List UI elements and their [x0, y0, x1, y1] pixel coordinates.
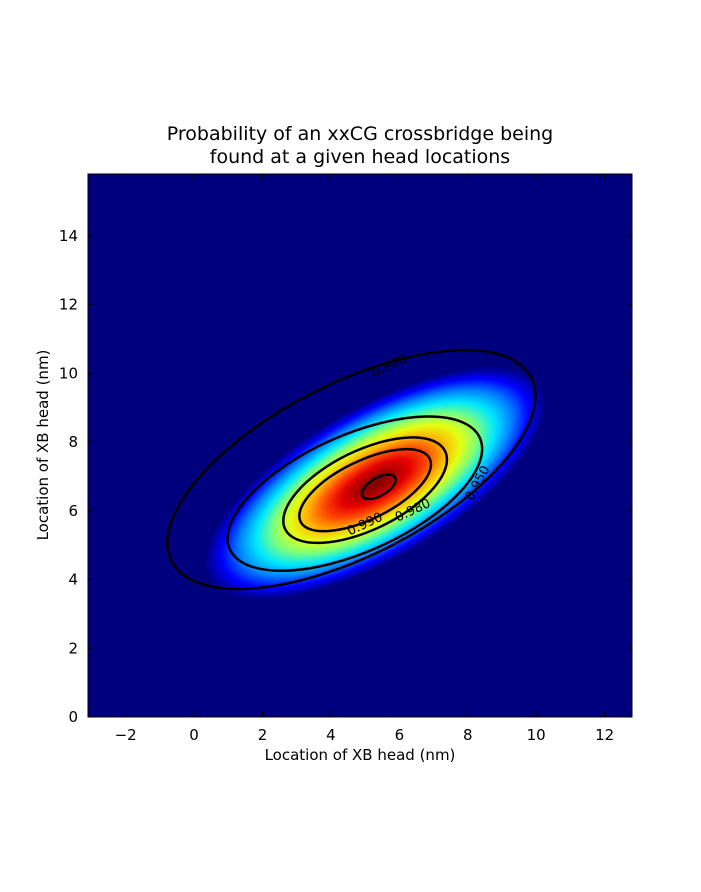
x-tick-label: 2 [258, 726, 268, 744]
chart-title: Probability of an xxCG crossbridge being… [167, 123, 553, 168]
x-tick-label: 8 [463, 726, 473, 744]
heatmap-ellipse [205, 367, 546, 600]
x-tick-label: 6 [395, 726, 405, 744]
contour-line-0-950 [226, 415, 484, 572]
x-axis-label: Location of XB head (nm) [265, 746, 456, 764]
y-axis-label: Location of XB head (nm) [34, 350, 52, 541]
y-axis: 0 2 4 6 8 10 12 14 [59, 227, 632, 726]
x-tick-label: −2 [115, 726, 137, 744]
contour-line-0-900 [166, 348, 537, 591]
contour-line-0-990 [298, 447, 433, 533]
y-tick-label: 0 [68, 708, 78, 726]
y-tick-label: 4 [68, 571, 78, 589]
contour-line-peak [360, 473, 397, 501]
x-tick-label: 12 [595, 726, 614, 744]
x-tick-label: 10 [527, 726, 546, 744]
x-axis: −2 0 2 4 6 8 10 12 [115, 174, 614, 744]
chart-title-line-2: found at a given head locations [210, 146, 510, 168]
y-tick-label: 14 [59, 227, 78, 245]
x-tick-label: 4 [326, 726, 336, 744]
y-tick-label: 12 [59, 296, 78, 314]
y-tick-label: 6 [68, 502, 78, 520]
chart-title-line-1: Probability of an xxCG crossbridge being [167, 123, 553, 145]
plot-frame [87, 173, 633, 718]
heatmap-density [205, 367, 546, 600]
y-tick-label: 8 [68, 433, 78, 451]
y-tick-label: 2 [68, 639, 78, 657]
y-tick-label: 10 [59, 364, 78, 382]
x-tick-label: 0 [189, 726, 199, 744]
contour-line-0-980 [282, 436, 449, 545]
